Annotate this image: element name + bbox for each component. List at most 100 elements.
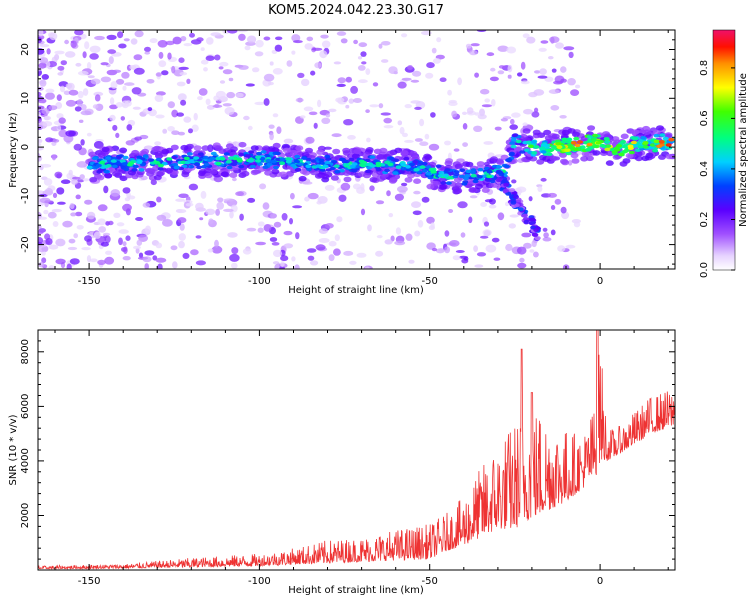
spectrogram-noise-cell [238, 65, 249, 70]
spectrogram-noise-cell [244, 45, 251, 51]
snr-y-ticks: 2000 4000 6000 8000 [20, 329, 675, 571]
spectrogram-noise-cell [520, 61, 526, 70]
spectrogram-noise-cell [375, 250, 384, 257]
spectrogram-ridge-cell [255, 155, 262, 159]
colorbar-tick-label: 0.8 [699, 60, 710, 76]
spectrogram-noise-cell [69, 202, 75, 210]
spectrogram-noise-cell [449, 240, 460, 247]
spectrogram-noise-cell [40, 163, 52, 168]
spectrogram-ridge-cell [561, 159, 570, 166]
spectrogram-noise-cell [531, 240, 537, 248]
spectrogram-noise-cell [318, 228, 328, 235]
spectrogram-noise-cell [122, 241, 127, 247]
y-tick-label: 2000 [20, 503, 31, 528]
spectrogram-ridge-cell [416, 162, 423, 167]
spectrogram-ridge-cell [89, 176, 98, 183]
spectrogram-noise-cell [263, 98, 270, 106]
spectrogram-noise-cell [112, 69, 122, 74]
spectrogram-noise-cell [483, 221, 490, 227]
spectrogram-noise-cell [345, 76, 352, 83]
spectrogram-noise-cell [401, 33, 408, 38]
colorbar-tick-label: 0.2 [699, 212, 710, 228]
spectrogram-noise-cell [328, 254, 335, 262]
spectrogram-ridge-cell [491, 164, 498, 169]
spectrogram-ridge-cell [96, 174, 105, 181]
spectrogram-ridge-cell [522, 128, 531, 134]
spectrogram-noise-cell [361, 61, 367, 65]
spectrogram-noise-cell [146, 79, 155, 84]
spectrogram-noise-cell [45, 88, 55, 94]
spectrogram-noise-cell [229, 210, 234, 219]
spectrogram-ridge-cell [658, 140, 665, 144]
spectrogram-noise-cell [511, 112, 521, 118]
snr-panel: -150 -100 -50 0 2000 4000 6000 8000 Height of … [8, 329, 676, 596]
spectrogram-noise-cell [110, 81, 118, 89]
spectrogram-noise-cell [43, 209, 49, 215]
spectrogram-noise-cell [76, 225, 84, 230]
spectrogram-ridge-cell [367, 162, 374, 166]
y-tick-label: 0 [20, 144, 31, 150]
spectrogram-ridge-cell [375, 161, 382, 166]
spectrogram-ridge-cell [570, 141, 577, 145]
spectrogram-noise-cell [68, 238, 76, 244]
spectrogram-noise-cell [136, 239, 143, 246]
spectrogram-noise-cell [68, 169, 73, 176]
spectrogram-noise-cell [397, 185, 408, 193]
spectrogram-noise-cell [378, 43, 383, 49]
spectrogram-ridge-cell [238, 164, 245, 169]
spectrogram-noise-cell [335, 97, 345, 103]
spectrogram-noise-cell [167, 101, 175, 109]
spectrogram-noise-cell [414, 138, 423, 142]
spectrogram-noise-cell [401, 77, 412, 81]
spectrogram-ridge-cell [445, 181, 452, 185]
spectrogram-ridge-cell [508, 152, 515, 157]
spectrogram-noise-cell [506, 46, 517, 54]
spectrogram-ridge-cell [324, 154, 331, 159]
spectrogram-ridge-cell [214, 145, 223, 151]
figure-title: KOM5.2024.042.23.30.G17 [268, 3, 444, 18]
spectrogram-ridge-cell [453, 172, 460, 177]
spectrogram-ridge-cell [398, 170, 405, 174]
spectrogram-ridge-cell [611, 150, 618, 154]
spectrogram-noise-cell [537, 75, 548, 79]
spectrogram-noise-cell [567, 78, 576, 86]
spectrogram-noise-cell [269, 237, 278, 242]
spectrogram-noise-cell [399, 126, 405, 135]
spectrogram-noise-cell [155, 257, 167, 263]
spectrogram-noise-cell [451, 110, 457, 118]
spectrogram-ridge-cell [331, 160, 338, 164]
spectrogram-noise-cell [205, 208, 216, 215]
spectrogram-noise-cell [80, 110, 92, 116]
spectrogram-noise-cell [358, 79, 368, 84]
spectrogram-noise-cell [425, 72, 434, 79]
spectrogram-noise-cell [38, 230, 44, 235]
spectrogram-noise-cell [68, 89, 79, 96]
spectrogram-noise-cell [410, 100, 421, 104]
spectrogram-ridge-cell [203, 167, 212, 174]
spectrogram-ridge-cell [519, 150, 526, 154]
spectrogram-noise-cell [235, 92, 244, 98]
spectrogram-noise-cell [557, 245, 566, 252]
spectrogram-ridge-cell [549, 155, 558, 162]
spectrogram-ridge-cell [586, 142, 593, 147]
spectrogram-noise-cell [431, 247, 438, 252]
spectrogram-noise-cell [231, 247, 239, 255]
spectrogram-noise-cell [126, 124, 133, 131]
spectrogram-ridge-cell [496, 165, 503, 169]
spectrogram-branch-cell [503, 182, 510, 187]
spectrogram-ridge-cell [369, 176, 378, 183]
spectrogram-noise-cell [74, 106, 82, 112]
spectrogram-ridge-cell [579, 145, 586, 149]
spectrogram-noise-cell [522, 122, 528, 127]
spectrogram-noise-cell [528, 196, 533, 202]
spectrogram-noise-cell [275, 36, 283, 41]
spectrogram-ridge-cell [231, 162, 238, 167]
spectrogram-ridge-cell [238, 141, 247, 148]
spectrogram-ridge-cell [421, 169, 428, 173]
spectrogram-noise-cell [509, 214, 519, 218]
spectrogram-noise-cell [300, 115, 306, 119]
spectrogram-ridge-cell [572, 147, 579, 152]
spectrogram-noise-cell [262, 202, 270, 210]
spectrogram-noise-cell [317, 99, 322, 108]
spectrogram-noise-cell [469, 50, 478, 56]
